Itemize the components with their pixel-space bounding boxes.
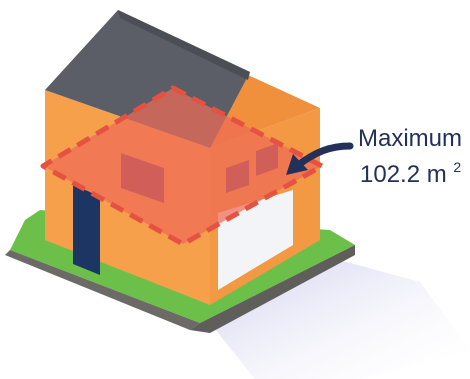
roof-edge	[118, 10, 250, 80]
floor-area-zone	[40, 85, 325, 247]
front-door	[73, 185, 100, 275]
curved-arrow-icon	[293, 142, 354, 170]
ground-gray	[5, 250, 200, 330]
floor-area-dashed-outline	[40, 85, 325, 247]
callout-label: Maximum	[358, 125, 462, 152]
callout-value: 102.2 m 2	[360, 159, 461, 188]
ground-gray-right	[190, 245, 355, 333]
area-unit-superscript: 2	[453, 159, 461, 175]
area-value: 102.2 m	[360, 161, 447, 188]
arrow-head	[286, 154, 308, 175]
